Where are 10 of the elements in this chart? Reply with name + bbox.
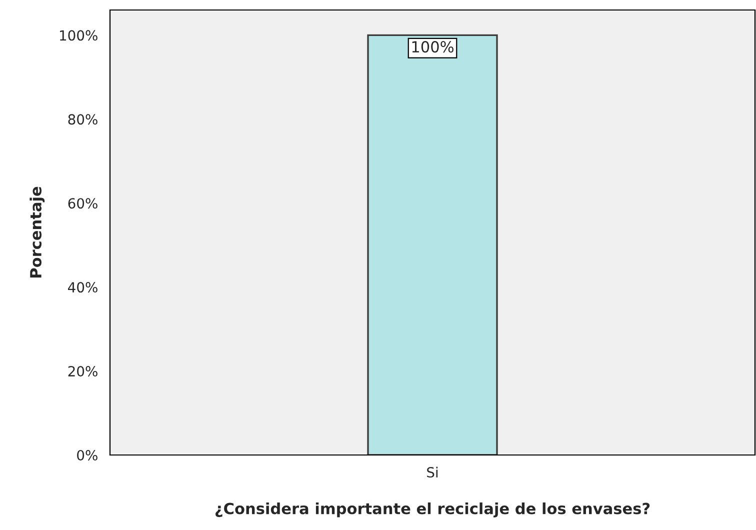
x-tick-label: Si xyxy=(427,466,438,478)
x-axis-title: ¿Considera importante el reciclaje de los envases? xyxy=(215,502,650,518)
y-axis-title: Porcentaje xyxy=(30,186,45,278)
y-tick-label: 40% xyxy=(68,282,98,293)
y-tick-label: 60% xyxy=(68,198,98,209)
y-tick-label: 20% xyxy=(68,366,98,377)
y-tick-label: 0% xyxy=(77,450,98,460)
y-tick-label: 80% xyxy=(68,114,98,125)
data-label: 100% xyxy=(412,41,454,53)
y-tick-label: 100% xyxy=(60,30,98,41)
